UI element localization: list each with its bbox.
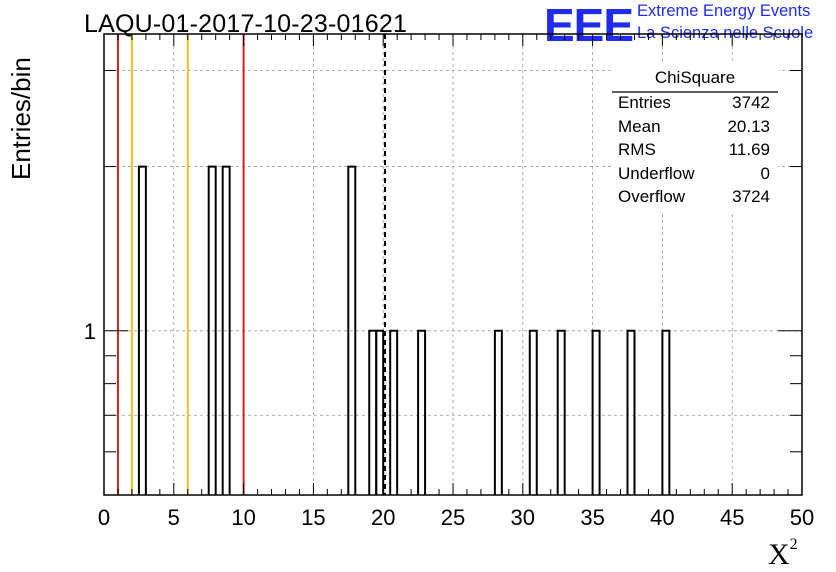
eee-logo: EEE — [544, 0, 634, 51]
histogram-bin — [661, 329, 671, 495]
stats-key: Underflow — [618, 163, 695, 183]
stats-key: Entries — [618, 93, 671, 112]
stats-title: ChiSquare — [654, 68, 736, 87]
x-tick-label: 15 — [301, 505, 325, 530]
x-tick-label: 25 — [441, 505, 465, 530]
x-tick-label: 50 — [790, 505, 814, 530]
x-axis-label: X2 — [768, 536, 798, 572]
stats-key: Mean — [618, 116, 661, 136]
x-tick-label: 35 — [580, 505, 604, 530]
logo-line-1: Extreme Energy Events — [637, 2, 811, 20]
x-tick-label: 0 — [98, 505, 110, 530]
histogram-bin — [368, 329, 378, 495]
x-tick-label: 40 — [650, 505, 674, 530]
histogram-bin — [528, 329, 538, 495]
histogram-bin — [417, 329, 427, 495]
x-tick-label: 30 — [511, 505, 535, 530]
stats-value: 3724 — [732, 187, 770, 206]
stats-value: 3742 — [732, 93, 770, 112]
histogram-bin — [137, 165, 147, 495]
y-tick-label: 1 — [84, 319, 96, 344]
stats-key: Overflow — [618, 187, 686, 206]
histogram-bin — [207, 165, 217, 495]
x-tick-label: 45 — [720, 505, 744, 530]
logo-line-2: La Scienza nelle Scuole — [637, 24, 814, 42]
stats-value: 0 — [760, 163, 770, 183]
x-axis-label-main: X — [768, 538, 790, 571]
histogram-bin — [493, 329, 503, 495]
stats-key: RMS — [618, 140, 656, 159]
histogram-bin — [556, 329, 566, 495]
stats-value: 20.13 — [727, 116, 770, 136]
stats-value: 11.69 — [728, 140, 770, 159]
x-axis-label-superscript: 2 — [789, 536, 798, 553]
histogram-bin — [626, 329, 636, 495]
x-tick-label: 10 — [231, 505, 255, 530]
stats-box-background — [612, 62, 778, 212]
histogram-bin — [347, 165, 357, 495]
histogram-bin — [375, 329, 385, 495]
histogram-bin — [389, 329, 399, 495]
x-tick-label: 20 — [371, 505, 395, 530]
x-tick-label: 5 — [168, 505, 180, 530]
histogram-bin — [221, 165, 231, 495]
histogram-bin — [591, 329, 601, 495]
